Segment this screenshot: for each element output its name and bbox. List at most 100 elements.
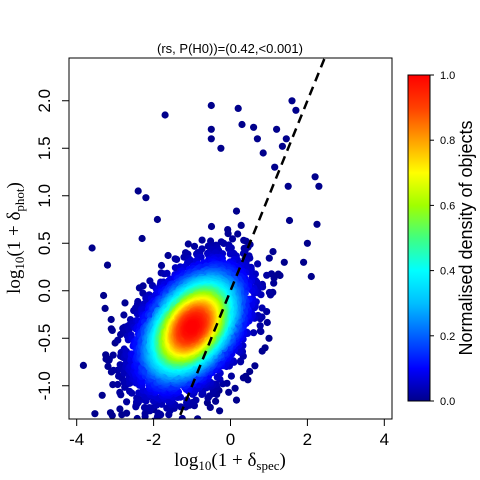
scatter-point — [256, 322, 264, 330]
scatter-point — [116, 405, 124, 413]
scatter-points — [79, 97, 323, 466]
scatter-point — [226, 250, 234, 258]
scatter-point — [103, 261, 112, 269]
scatter-point — [212, 397, 220, 405]
scatter-point — [114, 336, 122, 344]
scatter-point — [216, 407, 224, 415]
scatter-point — [175, 436, 182, 443]
scatter-point — [120, 311, 128, 319]
scatter-point — [258, 304, 266, 312]
scatter-point — [273, 125, 281, 133]
scatter-point — [253, 135, 261, 143]
scatter-point — [134, 187, 142, 195]
scatter-point — [104, 362, 112, 370]
scatter-point — [108, 326, 116, 334]
scatter-point — [265, 334, 273, 342]
scatter-point — [178, 414, 186, 419]
scatter-point — [88, 244, 96, 252]
scatter-point — [246, 367, 254, 376]
scatter-point — [315, 182, 323, 190]
scatter-point — [205, 392, 213, 400]
scatter-point — [263, 318, 271, 327]
scatter-point — [224, 230, 232, 238]
scatter-point — [270, 279, 278, 287]
scatter-point — [217, 144, 225, 152]
scatter-point — [207, 222, 216, 231]
scatter-point — [311, 173, 319, 181]
scatter-point — [232, 207, 241, 215]
scatter-point — [194, 415, 202, 419]
scatter-point — [106, 409, 115, 417]
scatter-point — [234, 104, 242, 112]
scatter-point — [258, 347, 266, 355]
scatter-point — [173, 255, 181, 263]
scatter-point — [107, 315, 115, 324]
scatter-point — [192, 396, 200, 404]
scatter-point — [138, 234, 146, 243]
scatter-point — [79, 361, 87, 369]
scatter-point — [237, 221, 245, 229]
scatter-point — [269, 248, 277, 256]
scatter-point — [250, 329, 258, 337]
scatter-point — [280, 258, 288, 266]
scatter-point — [206, 403, 214, 411]
scatter-point — [101, 304, 109, 312]
scatter-point — [124, 422, 131, 429]
scatter-point — [265, 254, 273, 262]
scatter-point — [250, 123, 258, 131]
scatter-point — [184, 240, 192, 248]
scatter-point — [207, 135, 215, 143]
scatter-point — [254, 260, 262, 268]
scatter-point — [207, 125, 215, 133]
scatter-point — [153, 215, 161, 224]
scatter-point — [154, 409, 162, 417]
scatter-point — [232, 396, 241, 404]
scatter-point — [116, 388, 124, 396]
scatter-point — [256, 327, 264, 335]
scatter-point — [303, 239, 311, 247]
scatter-point — [288, 97, 296, 105]
scatter-point — [163, 269, 171, 277]
scatter-point — [251, 362, 259, 370]
scatter-point — [207, 101, 215, 110]
scatter-point — [263, 271, 271, 279]
scatter-point — [234, 230, 242, 238]
scatter-point — [147, 459, 154, 466]
scatter-point — [109, 351, 117, 359]
scatter-point — [259, 149, 267, 157]
scatter-point — [121, 299, 129, 307]
scatter-point — [271, 163, 279, 171]
scatter-point — [292, 106, 300, 114]
chart-title: (rs, P(H0))=(0.42,<0.001) — [157, 41, 303, 56]
scatter-point — [239, 374, 247, 382]
scatter-point — [300, 258, 308, 266]
scatter-point — [161, 111, 169, 119]
scatter-point — [228, 235, 237, 243]
scatter-point — [190, 242, 199, 250]
scatter-point — [139, 282, 147, 290]
scatter-point — [240, 236, 248, 244]
scatter-point — [285, 216, 294, 225]
scatter-point — [123, 409, 131, 417]
scatter-point — [98, 391, 106, 399]
scatter-point — [123, 398, 131, 406]
scatter-point — [164, 251, 172, 260]
scatter-point — [307, 272, 315, 281]
scatter-point — [91, 410, 99, 418]
scatter-point — [100, 291, 108, 300]
scatter-point — [313, 220, 321, 228]
scatter-point — [227, 372, 235, 380]
scatter-point — [157, 261, 166, 270]
scatter-point — [198, 236, 206, 244]
scatter-point — [102, 423, 109, 430]
scatter-point — [142, 194, 150, 202]
scatter-point — [282, 135, 290, 143]
scatter-point — [114, 380, 122, 389]
scatter-point — [265, 288, 273, 297]
scatter-point — [278, 142, 286, 150]
scatter-point — [124, 418, 128, 419]
scatter-point — [231, 384, 239, 392]
scatter-point — [133, 414, 141, 419]
scatter-point — [238, 120, 246, 129]
